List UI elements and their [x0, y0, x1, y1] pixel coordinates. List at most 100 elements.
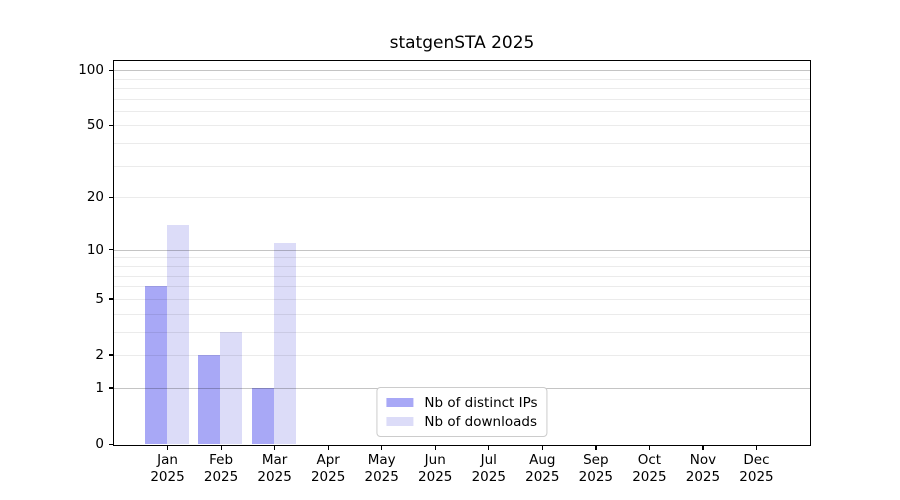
- x-tick-year: 2025: [203, 468, 239, 485]
- x-tick-label: Nov 2025: [673, 452, 733, 485]
- x-tick-month: Aug: [529, 452, 556, 468]
- bar-downloads: [166, 224, 189, 444]
- minor-gridline: [114, 143, 810, 145]
- minor-gridline: [114, 275, 810, 277]
- minor-gridline: [114, 98, 810, 100]
- minor-gridline: [114, 110, 810, 112]
- bar-distinct-ips: [144, 286, 167, 444]
- x-tick-year: 2025: [632, 468, 667, 485]
- bar-distinct-ips: [251, 387, 274, 444]
- bars-layer: [114, 61, 810, 445]
- legend-item-downloads: Nb of downloads: [386, 412, 537, 431]
- major-gridline: [114, 70, 810, 72]
- plot-area: Nb of distinct IPs Nb of downloads 0 1 2 5 1…: [78, 60, 811, 485]
- x-tick-label: Apr 2025: [298, 452, 358, 485]
- grid-layer: [114, 61, 810, 445]
- major-gridline: [114, 249, 810, 251]
- y-tick-mark: [109, 298, 114, 300]
- minor-gridline: [114, 265, 810, 267]
- x-tick-year: 2025: [418, 468, 453, 485]
- x-tick-year: 2025: [364, 468, 399, 485]
- x-tick-year: 2025: [257, 468, 292, 485]
- bar-downloads: [273, 242, 296, 444]
- x-tick-label: Sep 2025: [566, 452, 626, 485]
- x-tick-label: Jan 2025: [138, 452, 198, 485]
- x-tick-month: Jun: [424, 452, 446, 468]
- legend-item-distinct-ips: Nb of distinct IPs: [386, 393, 538, 412]
- y-tick-label: 50: [86, 117, 104, 134]
- y-tick-mark: [109, 69, 114, 71]
- y-tick-label: 10: [86, 241, 104, 258]
- x-tick-year: 2025: [310, 468, 346, 485]
- legend-label-distinct-ips: Nb of distinct IPs: [424, 394, 538, 411]
- x-tick-label: Mar 2025: [245, 452, 305, 485]
- x-tick-mark: [541, 445, 543, 450]
- x-tick-year: 2025: [685, 468, 721, 485]
- x-tick-month: Mar: [261, 452, 288, 468]
- x-tick-mark: [327, 445, 329, 450]
- y-tick-label: 1: [95, 379, 104, 396]
- x-tick-year: 2025: [739, 468, 774, 485]
- x-tick-label: Jul 2025: [459, 452, 519, 485]
- minor-gridline: [114, 165, 810, 167]
- minor-gridline: [114, 298, 810, 300]
- x-tick-label: Oct 2025: [619, 452, 679, 485]
- y-tick-label: 0: [95, 436, 104, 452]
- minor-gridline: [114, 197, 810, 199]
- x-tick-month: Dec: [743, 452, 770, 468]
- y-tick-label: 100: [78, 62, 104, 79]
- legend-swatch-downloads: [386, 417, 414, 426]
- x-tick-month: Nov: [689, 452, 717, 468]
- x-tick-month: Jul: [480, 452, 497, 468]
- x-tick-year: 2025: [525, 468, 560, 485]
- x-tick-month: Apr: [316, 452, 340, 468]
- minor-gridline: [114, 78, 810, 80]
- x-tick-label: May 2025: [352, 452, 412, 485]
- minor-gridline: [114, 354, 810, 356]
- minor-gridline: [114, 286, 810, 288]
- x-tick-month: Feb: [209, 452, 234, 468]
- x-tick-year: 2025: [471, 468, 506, 485]
- x-tick-label: Dec 2025: [726, 452, 786, 485]
- y-tick-mark: [109, 387, 114, 389]
- y-tick-mark: [109, 196, 114, 199]
- x-tick-mark: [434, 445, 436, 450]
- y-tick-label: 2: [95, 346, 104, 363]
- x-tick-mark: [220, 445, 222, 450]
- x-tick-mark: [381, 445, 383, 450]
- y-tick-mark: [109, 249, 114, 251]
- minor-gridline: [114, 313, 810, 315]
- minor-gridline: [114, 87, 810, 89]
- y-tick-mark: [109, 443, 114, 445]
- x-tick-mark: [167, 445, 169, 450]
- x-tick-month: May: [367, 452, 396, 468]
- x-tick-mark: [488, 445, 490, 450]
- x-tick-label: Feb 2025: [191, 452, 251, 485]
- minor-gridline: [114, 331, 810, 333]
- x-tick-label: Aug 2025: [512, 452, 572, 485]
- y-tick-mark: [109, 124, 114, 127]
- legend: Nb of distinct IPs Nb of downloads: [376, 387, 548, 437]
- chart-title: statgenSTA 2025: [389, 33, 535, 53]
- y-tick-label: 5: [95, 290, 104, 307]
- legend-swatch-distinct-ips: [386, 398, 414, 407]
- bar-distinct-ips: [198, 354, 221, 444]
- legend-label-downloads: Nb of downloads: [424, 413, 537, 430]
- x-tick-label: Jun 2025: [405, 452, 465, 485]
- x-tick-month: Jan: [157, 452, 178, 468]
- y-tick-mark: [109, 354, 114, 356]
- x-tick-mark: [595, 445, 597, 450]
- x-tick-mark: [702, 445, 704, 450]
- x-tick-month: Sep: [583, 452, 609, 468]
- x-tick-year: 2025: [150, 468, 185, 485]
- minor-gridline: [114, 257, 810, 259]
- y-tick-label: 20: [86, 189, 104, 206]
- x-tick-mark: [755, 445, 758, 450]
- x-tick-mark: [274, 445, 276, 450]
- x-tick-mark: [648, 445, 651, 450]
- minor-gridline: [114, 125, 810, 127]
- bar-downloads: [220, 331, 243, 444]
- x-tick-year: 2025: [578, 468, 614, 485]
- x-tick-month: Oct: [637, 452, 662, 468]
